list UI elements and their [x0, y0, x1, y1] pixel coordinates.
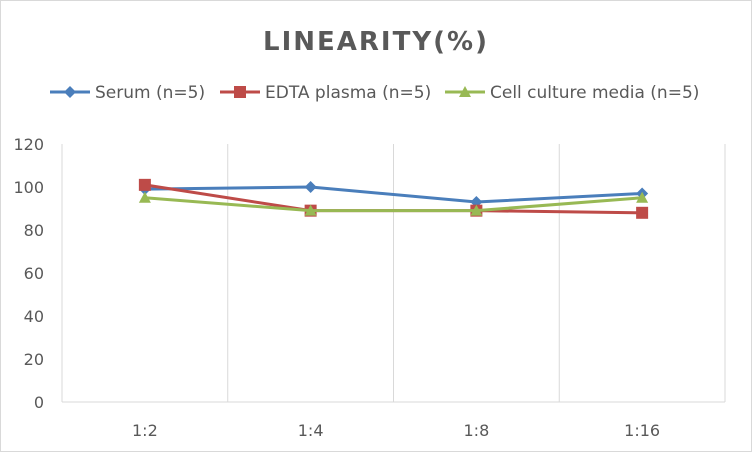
marker-triangle — [636, 191, 649, 203]
marker-diamond — [64, 86, 76, 98]
y-tick-label: 20 — [24, 350, 44, 369]
legend-item: EDTA plasma (n=5) — [220, 83, 431, 103]
marker-triangle — [459, 86, 471, 97]
series-line — [144, 185, 643, 204]
marker-triangle — [304, 204, 317, 216]
marker-triangle — [470, 204, 483, 216]
series-line — [144, 196, 643, 213]
y-tick-label: 0 — [34, 393, 44, 412]
legend-item: Cell culture media (n=5) — [445, 83, 699, 103]
legend-label: Serum (n=5) — [95, 83, 205, 103]
marker-triangle — [138, 191, 151, 203]
y-tick-label: 100 — [13, 178, 44, 197]
legend-label: EDTA plasma (n=5) — [265, 83, 431, 103]
legend: Serum (n=5) EDTA plasma (n=5) Cell culture… — [50, 83, 699, 103]
marker-square — [138, 178, 151, 191]
marker-square — [234, 86, 246, 98]
legend-item: Serum (n=5) — [50, 83, 205, 103]
legend-label: Cell culture media (n=5) — [490, 83, 699, 103]
marker-square — [636, 206, 649, 219]
axes: 0 20 40 60 80 100 120 1:2 1:4 1:8 1:16 — [13, 135, 725, 440]
x-tick-label: 1:4 — [298, 421, 324, 440]
y-tick-label: 120 — [13, 135, 44, 154]
y-tick-label: 60 — [24, 264, 44, 283]
grid — [61, 144, 726, 402]
x-tick-label: 1:16 — [624, 421, 660, 440]
chart-title: LINEARITY(%) — [263, 27, 489, 57]
x-tick-label: 1:8 — [464, 421, 490, 440]
y-tick-label: 40 — [24, 307, 44, 326]
marker-diamond — [304, 181, 317, 193]
series-group — [138, 178, 649, 219]
x-tick-label: 1:2 — [132, 421, 158, 440]
y-tick-label: 80 — [24, 221, 44, 240]
series-2 — [138, 191, 649, 216]
